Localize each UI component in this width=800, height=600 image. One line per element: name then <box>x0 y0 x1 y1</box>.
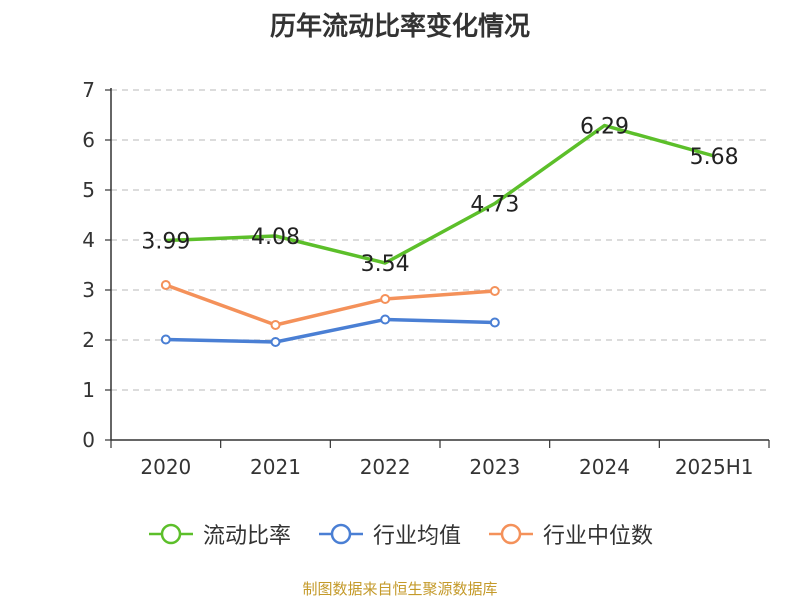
data-point <box>160 334 171 345</box>
data-point <box>160 280 171 290</box>
chart-title: 历年流动比率变化情况 <box>269 12 530 42</box>
x-tick-label: 2025H1 <box>675 455 754 479</box>
legend-marker-icon <box>148 523 193 545</box>
data-point <box>380 294 391 304</box>
legend-item-0[interactable]: 流动比率 <box>147 518 291 550</box>
legend-label: 流动比率 <box>202 524 291 549</box>
series-line-0 <box>165 123 715 265</box>
series-line-2 <box>165 283 495 327</box>
x-tick-label: 2020 <box>140 455 191 479</box>
legend-label: 行业均值 <box>372 524 461 549</box>
data-point <box>270 337 281 347</box>
x-tick-label: 2022 <box>360 455 411 479</box>
y-tick-label: 6 <box>82 128 95 152</box>
legend: 流动比率 行业均值 行业中位数 <box>0 518 800 550</box>
y-tick-label: 2 <box>82 328 95 352</box>
data-point <box>380 314 391 325</box>
legend-item-2[interactable]: 行业中位数 <box>487 518 653 550</box>
y-tick-label: 7 <box>82 78 95 102</box>
legend-marker-icon <box>489 523 533 545</box>
source-note: 制图数据来自恒生聚源数据库 <box>302 580 498 598</box>
data-label: 5.68 <box>690 145 739 170</box>
x-tick-label: 2021 <box>250 455 301 479</box>
y-tick-label: 5 <box>82 178 95 202</box>
y-tick-label: 1 <box>82 378 95 402</box>
y-tick-label: 0 <box>82 428 95 452</box>
data-label: 3.54 <box>361 252 410 277</box>
data-point <box>270 320 281 330</box>
data-point <box>489 317 500 328</box>
legend-marker-icon <box>318 523 363 545</box>
legend-item-1[interactable]: 行业均值 <box>317 518 461 550</box>
data-label: 4.08 <box>251 225 300 250</box>
y-tick-label: 4 <box>82 228 95 252</box>
x-tick-label: 2023 <box>469 455 520 479</box>
data-label: 4.73 <box>470 193 519 218</box>
data-point <box>489 286 500 296</box>
x-tick-label: 2024 <box>579 455 630 479</box>
series-line-1 <box>165 317 495 344</box>
y-tick-label: 3 <box>82 278 95 302</box>
data-label: 6.29 <box>580 115 629 140</box>
data-label: 3.99 <box>141 230 190 255</box>
legend-label: 行业中位数 <box>543 524 654 549</box>
